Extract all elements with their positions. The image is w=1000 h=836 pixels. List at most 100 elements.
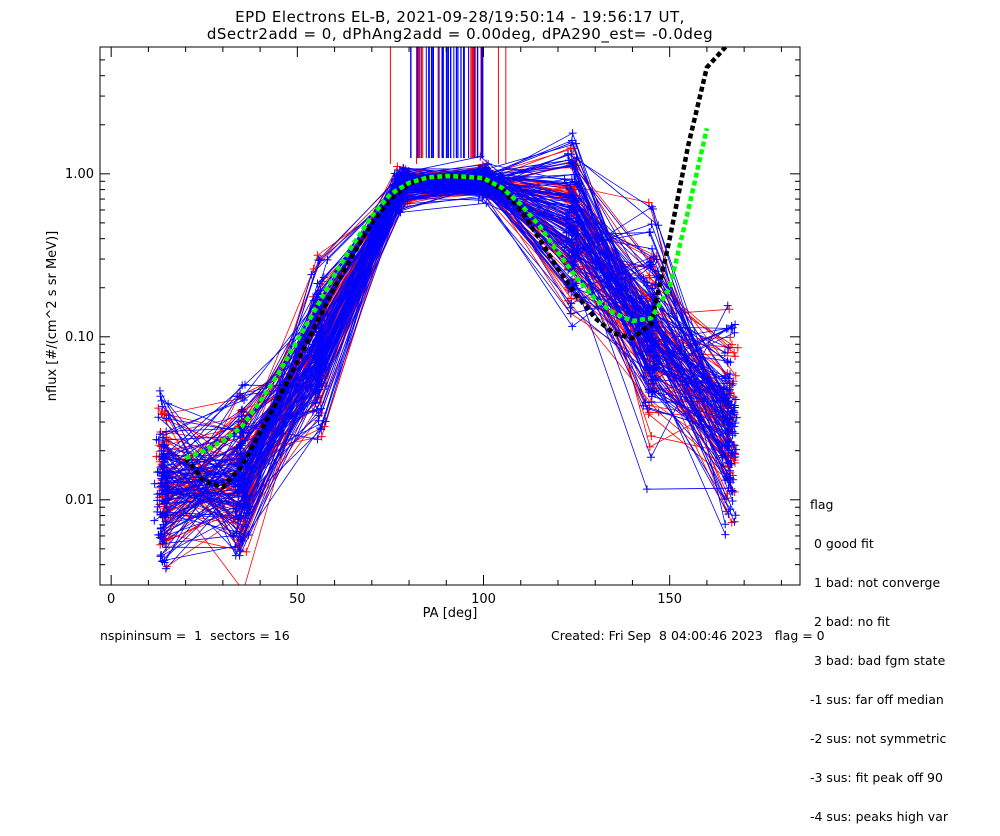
data-point: [316, 404, 325, 413]
data-point: [654, 359, 663, 368]
data-point: [647, 392, 656, 401]
data-point: [162, 414, 171, 423]
trace-line: [167, 183, 726, 535]
data-point: [313, 251, 322, 260]
data-point: [725, 305, 734, 314]
data-point: [646, 262, 655, 271]
data-point: [158, 452, 167, 461]
data-point: [244, 508, 253, 517]
data-point: [647, 431, 656, 440]
data-point: [155, 489, 164, 498]
data-point: [317, 344, 326, 353]
data-point: [642, 485, 651, 494]
data-point: [728, 497, 737, 506]
trace-line: [167, 156, 724, 484]
data-point: [154, 413, 163, 422]
data-point: [727, 381, 736, 390]
data-point: [565, 251, 574, 260]
data-point: [154, 436, 163, 445]
data-point: [309, 265, 318, 274]
data-point: [646, 227, 655, 236]
data-point: [721, 452, 730, 461]
data-point: [315, 256, 324, 265]
data-point: [568, 136, 577, 145]
trace-line: [169, 175, 731, 542]
data-point: [314, 367, 323, 376]
data-point: [158, 539, 167, 548]
data-point: [158, 402, 167, 411]
data-point: [311, 388, 320, 397]
data-point: [728, 486, 737, 495]
data-point: [726, 379, 735, 388]
chart-subtitle: dSectr2add = 0, dPhAng2add = 0.00deg, dP…: [206, 25, 714, 43]
data-point: [317, 425, 326, 434]
data-point: [235, 541, 244, 550]
trace-line: [167, 184, 726, 500]
data-point: [731, 511, 740, 520]
profile-trace: [155, 186, 735, 514]
x-axis-label: PA [deg]: [423, 606, 478, 621]
data-point: [730, 422, 739, 431]
data-point: [725, 387, 734, 396]
data-point: [164, 399, 173, 408]
x-tick-label: 0: [107, 592, 115, 607]
data-point: [477, 187, 486, 196]
data-point: [648, 205, 657, 214]
data-point: [725, 420, 734, 429]
data-point: [567, 299, 576, 308]
data-point: [236, 535, 245, 544]
data-point: [238, 393, 247, 402]
data-point: [231, 482, 240, 491]
data-point: [240, 380, 249, 389]
data-point: [160, 556, 169, 565]
data-point: [723, 407, 732, 416]
data-point: [724, 343, 733, 352]
data-point: [721, 520, 730, 529]
legend-item: 2 bad: no fit: [810, 614, 890, 629]
data-point: [161, 564, 170, 573]
data-point: [647, 220, 656, 229]
data-point: [648, 244, 657, 253]
trace-line: [166, 179, 726, 481]
data-point: [721, 476, 730, 485]
data-point: [730, 328, 739, 337]
y-tick-label: 1.00: [65, 167, 94, 182]
fit-curve-green: [184, 127, 710, 461]
data-point: [235, 551, 244, 560]
x-tick-label: 150: [657, 592, 682, 607]
data-point: [644, 388, 653, 397]
trace-line: [159, 189, 731, 510]
data-point: [236, 432, 245, 441]
data-point: [730, 517, 739, 526]
data-point: [158, 461, 167, 470]
data-point: [156, 552, 165, 561]
data-point: [561, 210, 570, 219]
data-point: [323, 311, 332, 320]
data-point: [568, 322, 577, 331]
trace-line: [166, 197, 733, 514]
data-point: [390, 169, 399, 178]
data-point: [726, 370, 735, 379]
data-point: [474, 196, 483, 205]
plot-area: 0 50 100 150 0.01 0.10 1.00 PA [deg] nflux [#/…: [45, 46, 801, 621]
data-point: [723, 301, 732, 310]
legend-item: 0 good fit: [810, 536, 874, 551]
data-point: [154, 531, 163, 540]
data-point: [567, 275, 576, 284]
data-point: [399, 163, 408, 172]
data-point: [156, 392, 165, 401]
data-point: [727, 400, 736, 409]
data-point: [394, 207, 403, 216]
data-point: [721, 530, 730, 539]
data-point: [732, 413, 741, 422]
data-point: [568, 129, 577, 138]
data-point: [316, 371, 325, 380]
data-point: [724, 510, 733, 519]
data-point: [720, 374, 729, 383]
data-point: [646, 453, 655, 462]
data-point: [731, 418, 740, 427]
data-point: [165, 472, 174, 481]
data-point: [155, 386, 164, 395]
data-point: [570, 177, 579, 186]
data-point: [237, 441, 246, 450]
